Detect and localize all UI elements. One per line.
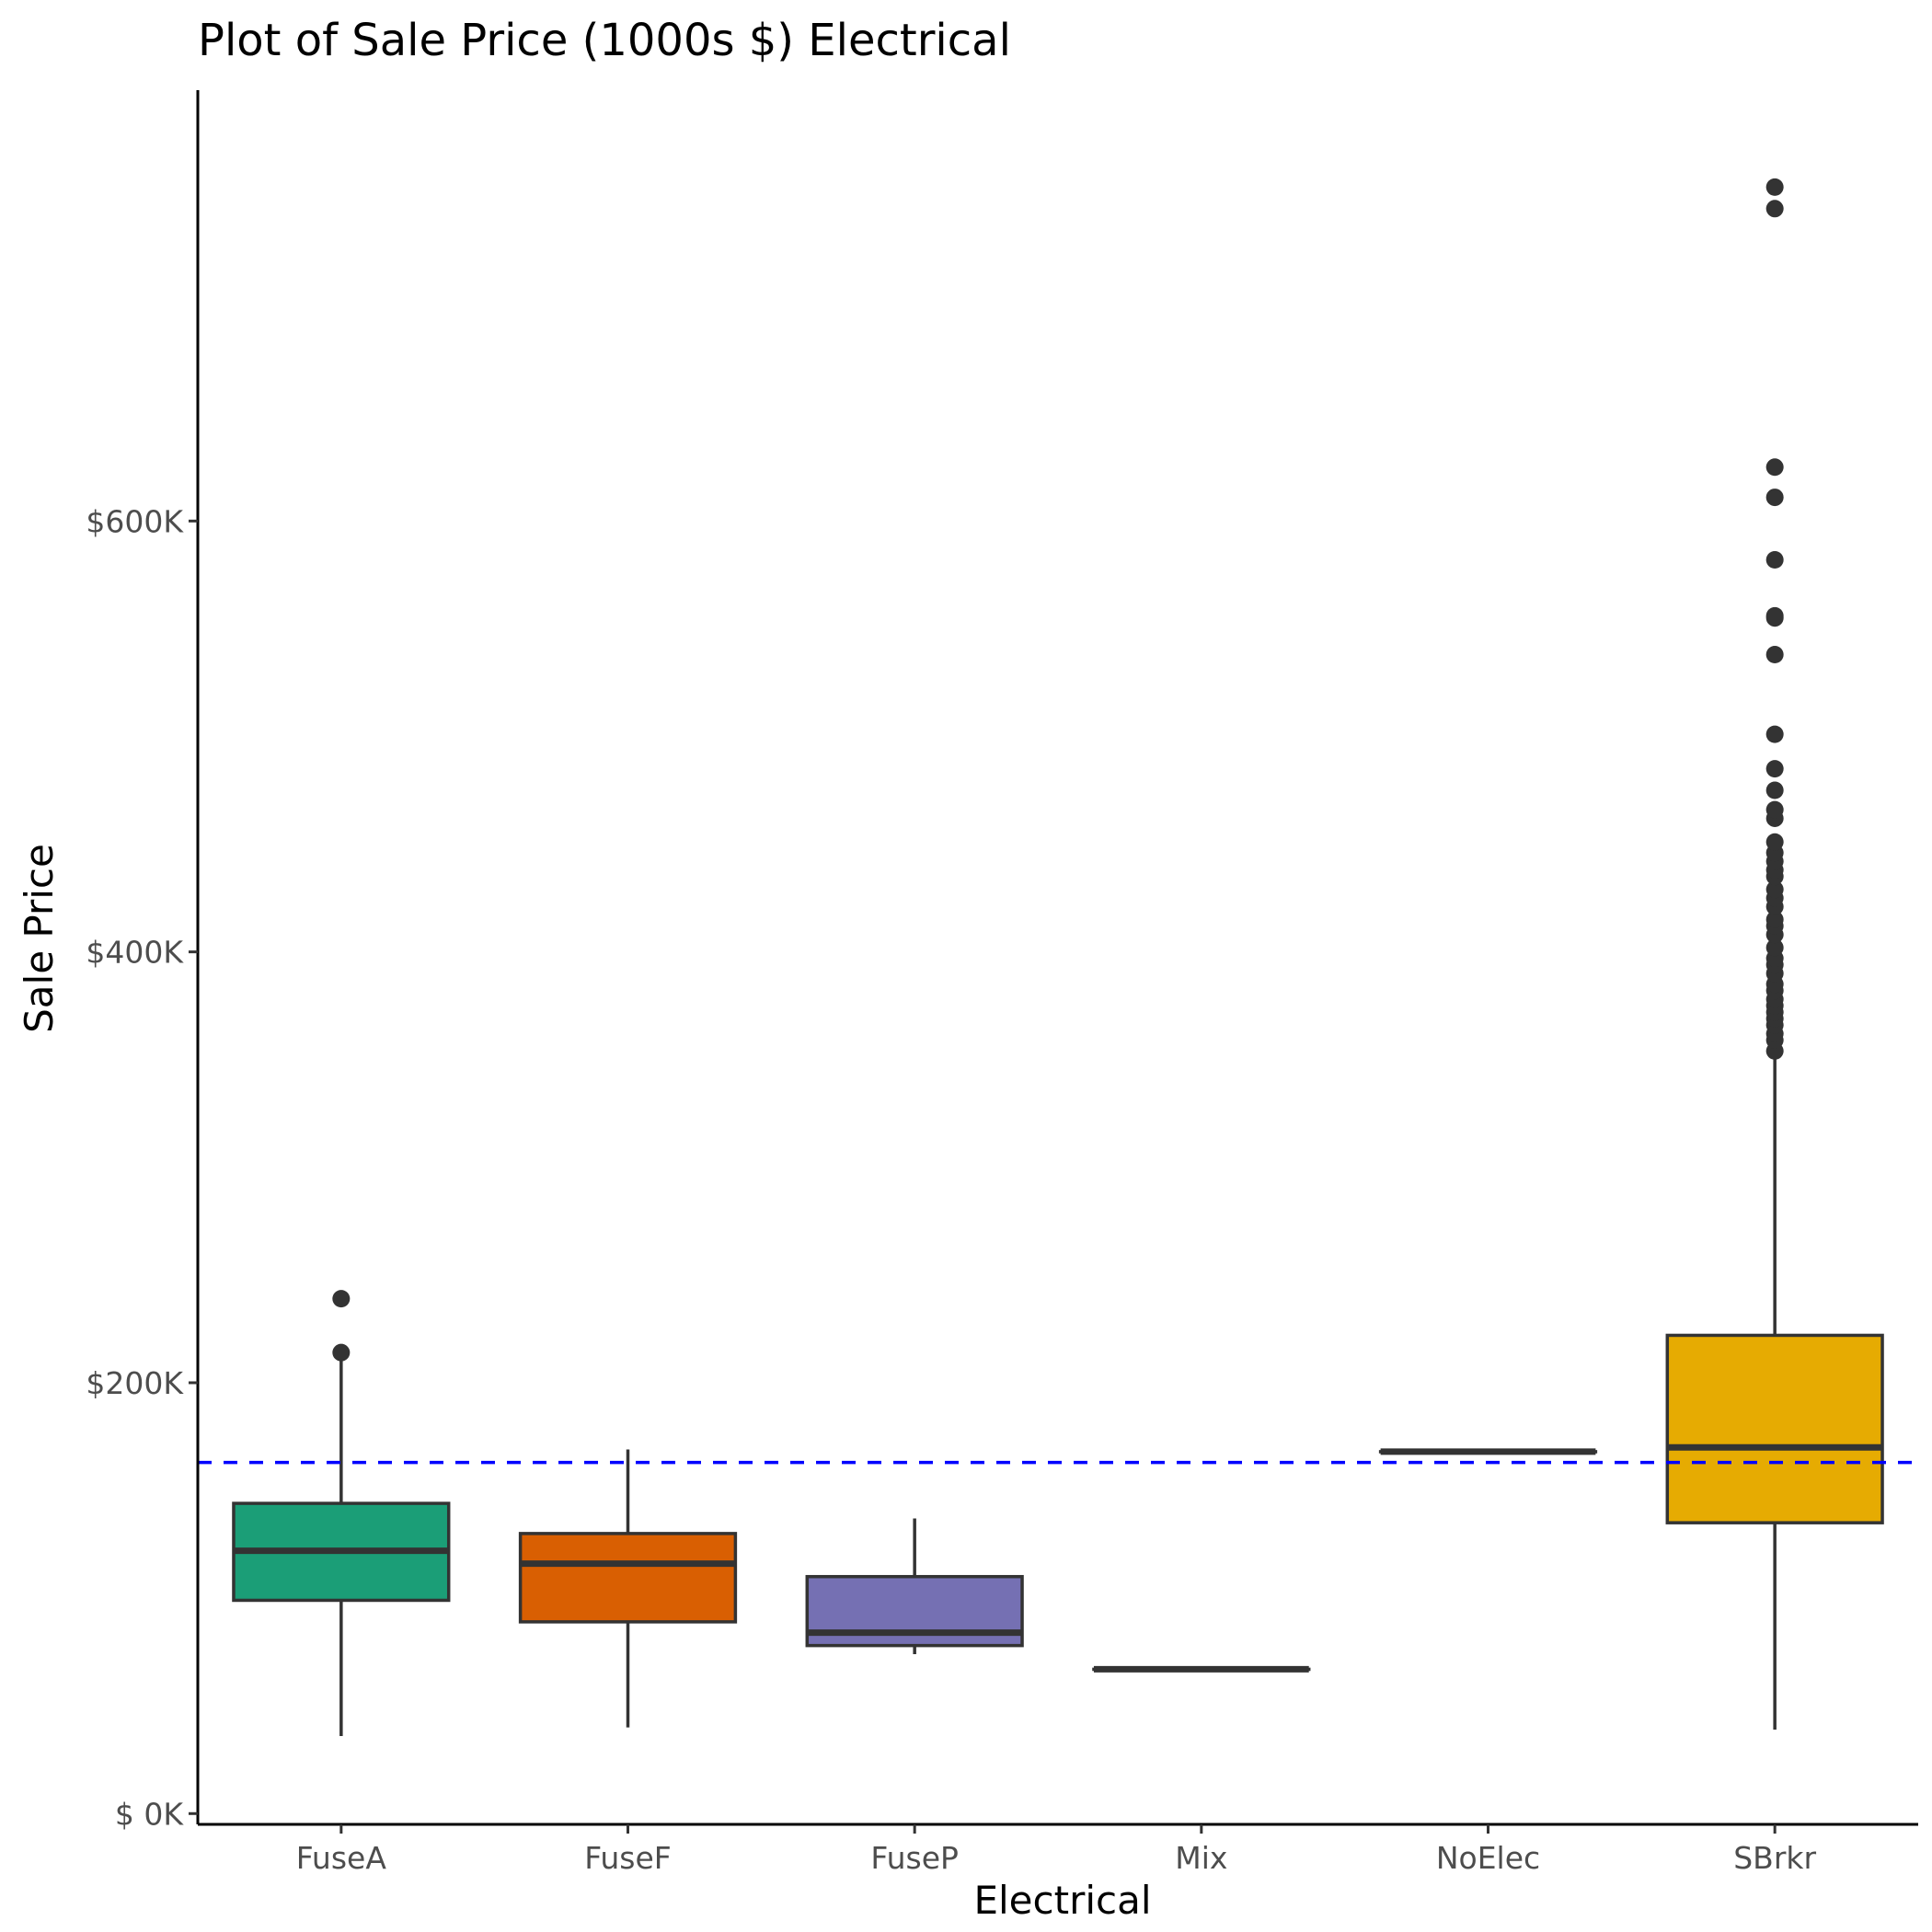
x-tick-label: FuseF	[584, 1840, 672, 1876]
outlier-point	[1765, 760, 1784, 778]
y-tick-label: $600K	[86, 503, 184, 539]
y-tick-label: $400K	[86, 935, 184, 971]
outlier-point	[332, 1343, 351, 1362]
outlier-point	[332, 1290, 351, 1308]
x-axis-ticks: FuseA FuseF FuseP Mix NoElec SBrkr	[296, 1824, 1817, 1876]
outlier-point	[1765, 200, 1784, 218]
x-tick-label: FuseP	[870, 1840, 959, 1876]
box-fusef	[518, 1449, 738, 1728]
y-tick-label: $200K	[86, 1365, 184, 1401]
box-body-fusef	[518, 1532, 738, 1624]
box-sbrkr	[1665, 178, 1884, 1730]
chart-title: Plot of Sale Price (1000s $) Electrical	[198, 15, 1011, 66]
outlier-point	[1765, 833, 1784, 851]
x-tick-label: FuseA	[296, 1840, 387, 1876]
outlier-point	[1765, 489, 1784, 507]
box-fusea	[232, 1290, 451, 1736]
box-fusep	[805, 1518, 1024, 1655]
outlier-point	[1765, 646, 1784, 664]
y-tick-label: $ 0K	[115, 1796, 184, 1832]
outlier-point	[1765, 606, 1784, 625]
outlier-point	[1765, 800, 1784, 819]
x-tick-label: NoElec	[1436, 1840, 1540, 1876]
outlier-point	[1765, 880, 1784, 899]
outlier-point	[1765, 911, 1784, 929]
x-tick-label: SBrkr	[1733, 1840, 1816, 1876]
x-axis-title: Electrical	[973, 1878, 1151, 1923]
outlier-point	[1765, 938, 1784, 957]
outlier-point	[1765, 178, 1784, 196]
y-axis-title: Sale Price	[17, 844, 62, 1033]
box-body-sbrkr	[1665, 1333, 1884, 1524]
x-tick-label: Mix	[1175, 1840, 1227, 1876]
plot-area	[232, 178, 1884, 1736]
outlier-point	[1765, 550, 1784, 569]
y-axis-ticks: $ 0K $200K $400K $600K	[86, 503, 198, 1832]
outlier-point	[1765, 725, 1784, 743]
outlier-point	[1765, 781, 1784, 799]
outlier-point	[1765, 458, 1784, 477]
